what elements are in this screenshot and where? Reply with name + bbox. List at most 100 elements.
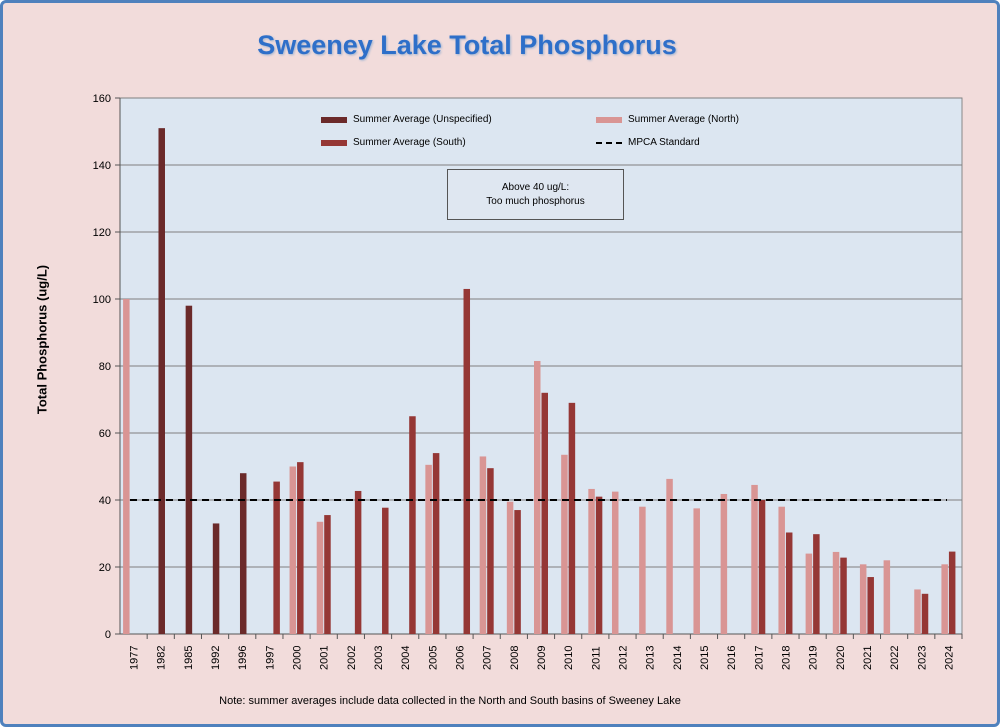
bar-south-2001 (324, 515, 331, 634)
x-tick-label: 2021 (862, 646, 874, 670)
x-tick-label: 2019 (808, 646, 820, 670)
x-tick-label: 2015 (699, 646, 711, 670)
bar-north-2023 (914, 589, 921, 634)
y-tick-label: 100 (93, 294, 111, 306)
x-tick-label: 2009 (536, 646, 548, 670)
bar-unspecified-1982 (158, 128, 165, 634)
bar-south-2018 (785, 532, 793, 634)
legend-item-unspecified: Summer Average (Unspecified) (321, 114, 492, 125)
x-tick-label: 2007 (482, 646, 494, 670)
bar-unspecified-1985 (185, 305, 193, 634)
y-tick-label: 140 (93, 160, 111, 172)
x-tick-label: 2012 (617, 646, 629, 670)
bar-south-2020 (840, 557, 847, 634)
x-tick-label: 2010 (563, 646, 575, 670)
x-tick-label: 2023 (916, 646, 928, 670)
legend-swatch-south (321, 139, 347, 146)
bar-south-2009 (541, 392, 548, 634)
legend-label-unspecified: Summer Average (Unspecified) (353, 114, 492, 125)
x-tick-label: 2017 (753, 646, 765, 670)
x-tick-label: 2013 (645, 646, 657, 670)
x-tick-label: 2011 (590, 646, 602, 670)
bar-north-2013 (639, 506, 646, 634)
bar-south-2008 (514, 510, 521, 634)
x-tick-label: 2016 (726, 646, 738, 670)
bar-south-2003 (382, 507, 389, 634)
bar-south-2007 (487, 468, 494, 634)
x-tick-label: 2000 (292, 646, 304, 670)
y-tick-label: 0 (105, 629, 111, 641)
bar-north-2018 (778, 506, 785, 634)
bar-north-2017 (751, 484, 758, 634)
bar-south-2000 (297, 462, 304, 634)
bar-north-2010 (561, 454, 568, 634)
annotation-box: Above 40 ug/L: Too much phosphorus (447, 169, 624, 220)
bar-south-1997 (273, 481, 280, 634)
bar-south-2006 (463, 288, 471, 634)
x-tick-label: 2001 (319, 646, 331, 670)
bar-south-2010 (568, 402, 576, 634)
legend-label-north: Summer Average (North) (628, 114, 739, 125)
bar-south-2002 (354, 490, 362, 634)
bar-south-2019 (813, 534, 820, 634)
bar-north-2021 (859, 564, 867, 634)
x-tick-label: 2002 (346, 646, 358, 670)
x-tick-label: 2003 (373, 646, 385, 670)
bar-north-2012 (611, 491, 619, 634)
bar-north-2014 (666, 478, 673, 634)
x-tick-label: 2014 (672, 646, 684, 670)
x-tick-label: 2020 (835, 646, 847, 670)
bar-north-2020 (832, 551, 840, 634)
bar-north-2005 (425, 464, 432, 634)
y-axis-label: Total Phosphorus (ug/L) (34, 264, 50, 415)
x-tick-label: 1977 (129, 646, 141, 670)
bar-north-2007 (479, 456, 487, 634)
x-tick-label: 2004 (400, 646, 412, 670)
x-tick-label: 1996 (237, 646, 249, 670)
legend-label-mpca: MPCA Standard (628, 137, 700, 148)
bar-north-2016 (720, 493, 728, 634)
x-tick-label: 1997 (264, 646, 276, 670)
bar-north-2009 (534, 360, 541, 634)
footnote: Note: summer averages include data colle… (219, 695, 681, 707)
y-tick-label: 40 (99, 495, 111, 507)
x-tick-label: 2005 (427, 646, 439, 670)
bar-north-2011 (588, 488, 595, 634)
bar-south-2004 (409, 416, 416, 634)
annotation-line-1: Above 40 ug/L: (501, 181, 570, 193)
bar-north-2019 (805, 553, 813, 634)
y-tick-label: 160 (93, 93, 111, 105)
legend-item-mpca: MPCA Standard (596, 137, 700, 148)
bar-south-2023 (921, 593, 929, 634)
legend-swatch-mpca (596, 141, 622, 144)
bar-north-2008 (506, 501, 514, 634)
y-tick-label: 20 (99, 562, 111, 574)
bar-north-2001 (316, 521, 324, 634)
bar-south-2024 (948, 551, 956, 634)
y-tick-label: 120 (93, 227, 111, 239)
bar-north-2015 (693, 508, 700, 634)
bar-unspecified-1992 (212, 523, 220, 634)
y-tick-label: 80 (99, 361, 111, 373)
bar-north-2024 (941, 564, 948, 634)
legend-item-north: Summer Average (North) (596, 114, 739, 125)
legend-item-south: Summer Average (South) (321, 137, 466, 148)
bar-north-2022 (883, 560, 891, 634)
legend-label-south: Summer Average (South) (353, 137, 466, 148)
bar-south-2021 (867, 577, 874, 634)
x-tick-label: 2018 (780, 646, 792, 670)
bar-south-2011 (595, 496, 603, 634)
x-tick-label: 1985 (183, 646, 195, 670)
x-tick-label: 1992 (210, 646, 222, 670)
x-tick-label: 2024 (943, 646, 955, 670)
x-tick-label: 2022 (889, 646, 901, 670)
chart-title: Sweeney Lake Total Phosphorus (257, 30, 677, 60)
bar-unspecified-1996 (239, 473, 247, 634)
bar-north-2000 (289, 466, 297, 634)
y-tick-label: 60 (99, 428, 111, 440)
x-tick-label: 2008 (509, 646, 521, 670)
annotation-line-2: Too much phosphorus (486, 195, 585, 207)
x-tick-label: 2006 (455, 646, 467, 670)
bar-south-2017 (758, 500, 766, 634)
